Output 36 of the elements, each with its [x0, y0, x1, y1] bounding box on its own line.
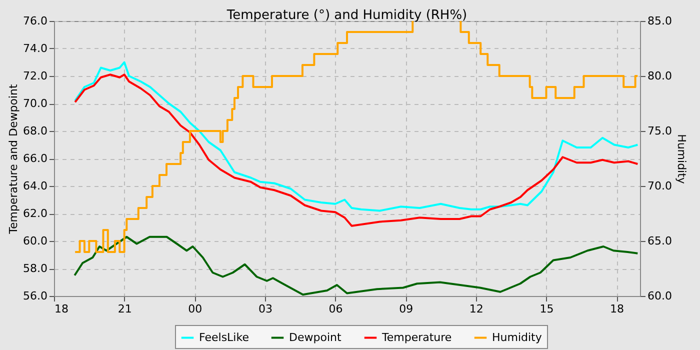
- y2-axis-title: Humidity: [674, 134, 688, 184]
- legend-label: FeelsLike: [199, 330, 250, 344]
- y2-tick-label: 75.0: [648, 124, 672, 138]
- y2-tick-label: 85.0: [648, 14, 672, 28]
- y2-tick-label: 80.0: [648, 70, 672, 82]
- x-tick-label: 18: [610, 302, 624, 316]
- legend-label: Dewpoint: [289, 330, 342, 344]
- legend-label: Temperature: [381, 330, 452, 344]
- y-tick-label: 66.0: [23, 152, 48, 165]
- y2-tick-label: 70.0: [648, 180, 672, 192]
- x-tick-label: 03: [258, 302, 272, 316]
- line-series: [74, 74, 639, 227]
- x-tick-label: 09: [399, 302, 414, 316]
- line-series: [74, 61, 639, 212]
- chart-title: Temperature (°) and Humidity (RH%): [226, 8, 468, 23]
- line-series: [74, 236, 639, 296]
- y-tick-label: 76.0: [23, 14, 48, 28]
- y-tick-label: 64.0: [23, 180, 48, 192]
- y-tick-label: 62.0: [23, 207, 48, 220]
- x-tick-label: 12: [469, 302, 484, 316]
- y2-tick-label: 60.0: [648, 290, 672, 302]
- x-tick-label: 06: [328, 302, 343, 316]
- y-tick-label: 60.0: [23, 234, 48, 248]
- x-tick-label: 18: [54, 302, 68, 316]
- legend-label: Humidity: [492, 330, 542, 344]
- x-tick-label: 00: [188, 302, 202, 316]
- y-tick-label: 74.0: [23, 42, 48, 55]
- y-tick-label: 58.0: [23, 262, 48, 275]
- y-axis-title: Temperature and Dewpoint: [7, 83, 20, 235]
- y-tick-label: 72.0: [23, 70, 48, 82]
- x-tick-label: 15: [540, 302, 554, 316]
- x-tick-label: 21: [118, 302, 132, 316]
- y-tick-label: 56.0: [23, 290, 48, 302]
- y2-tick-label: 65.0: [648, 234, 672, 248]
- y-tick-label: 70.0: [23, 97, 48, 110]
- y-tick-label: 68.0: [23, 124, 48, 138]
